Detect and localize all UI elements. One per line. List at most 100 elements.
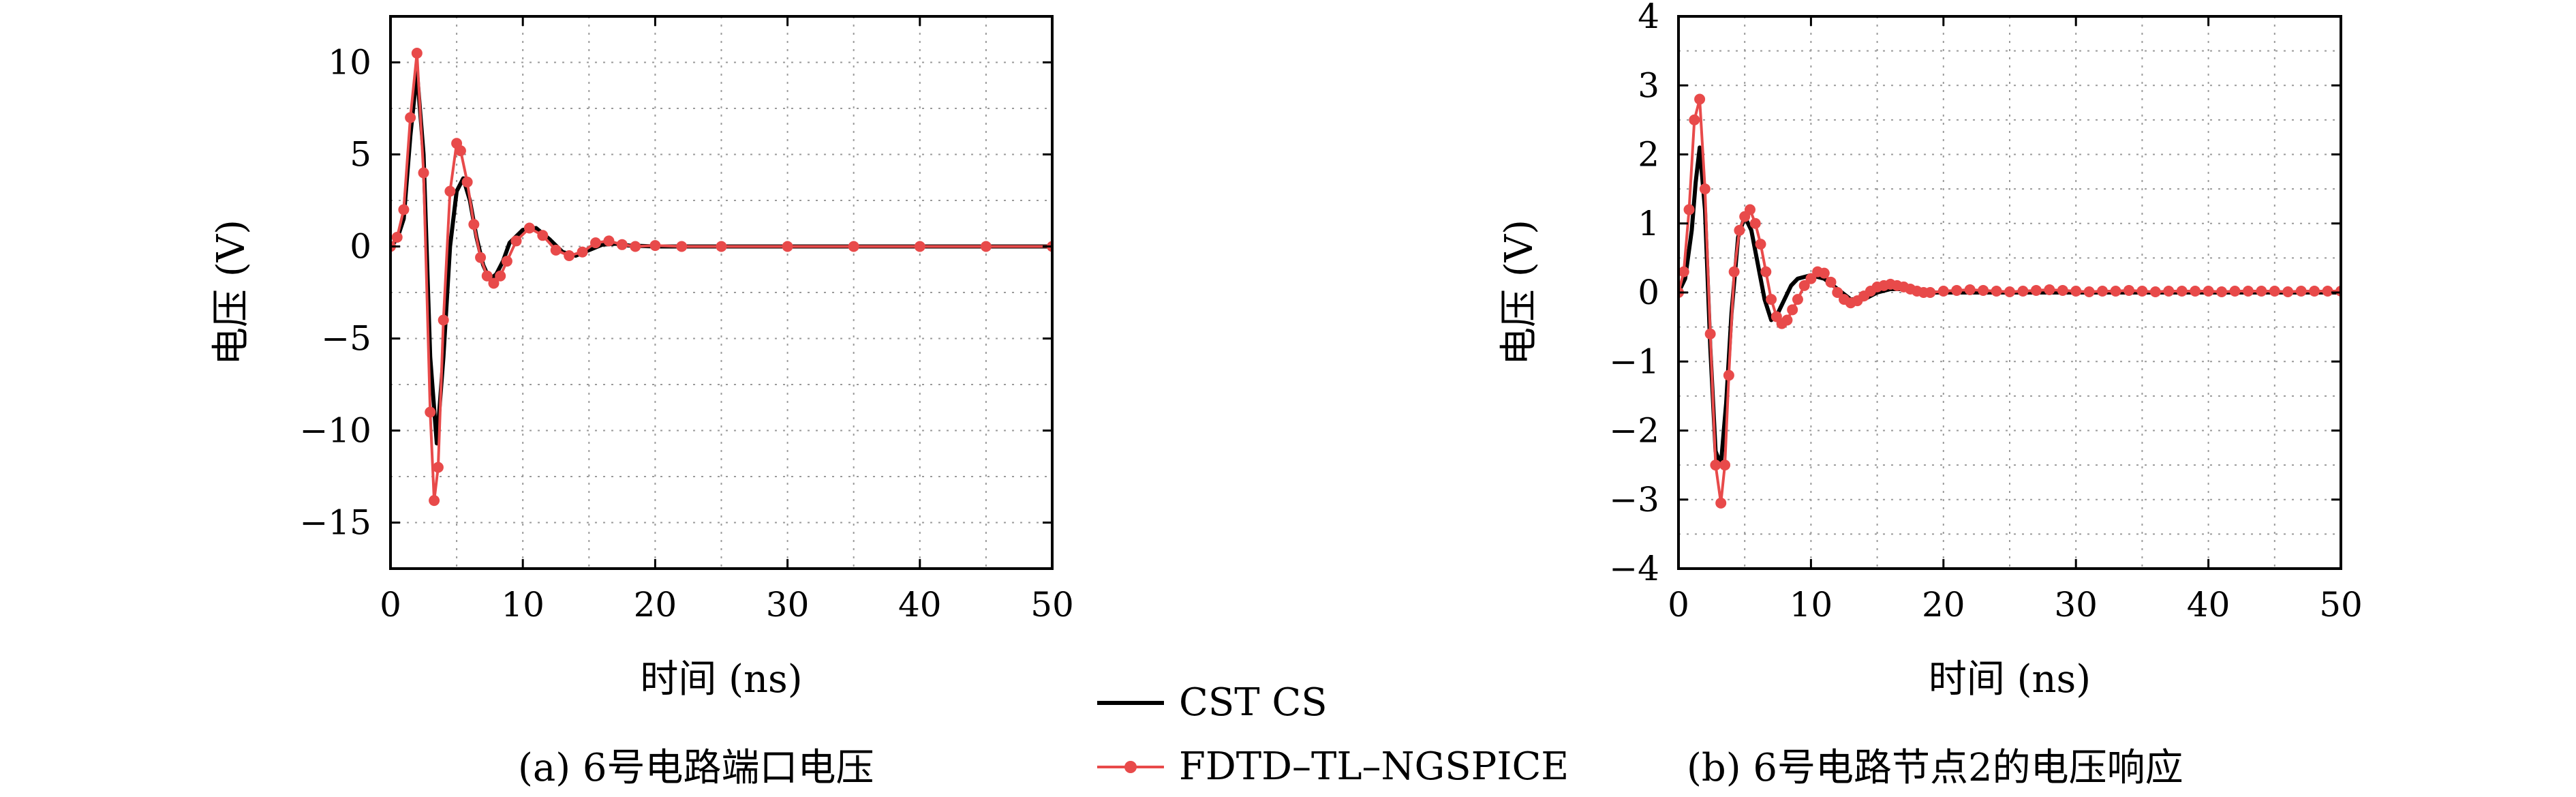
y-tick-label: 3 xyxy=(1638,65,1659,105)
data-point xyxy=(1937,285,1949,297)
series-cst-cs xyxy=(390,70,1052,446)
data-point xyxy=(2004,286,2015,297)
data-point xyxy=(1719,460,1731,471)
legend-marker-fdtd xyxy=(1124,761,1137,773)
data-point xyxy=(980,241,992,252)
data-point xyxy=(425,406,436,418)
data-point xyxy=(1925,287,1936,298)
data-point xyxy=(1787,304,1798,316)
series-line xyxy=(390,70,1052,446)
data-point xyxy=(2149,286,2161,297)
data-point xyxy=(2123,284,2134,296)
data-point xyxy=(2282,286,2294,297)
x-tick-label: 20 xyxy=(1922,585,1965,625)
data-point xyxy=(1715,497,1727,509)
x-axis-label: 时间 (ns) xyxy=(1929,657,2091,702)
data-point xyxy=(550,244,562,256)
data-point xyxy=(1683,204,1695,215)
data-point xyxy=(523,222,535,234)
data-point xyxy=(716,241,727,252)
x-tick-label: 30 xyxy=(766,585,810,625)
data-point xyxy=(630,241,641,252)
x-tick-label: 20 xyxy=(634,585,677,625)
data-point xyxy=(590,237,602,249)
data-point xyxy=(2083,286,2095,297)
y-tick-label: −1 xyxy=(1609,342,1659,381)
data-point xyxy=(1760,266,1772,277)
data-point xyxy=(1755,239,1766,250)
y-tick-label: 2 xyxy=(1638,135,1659,175)
data-point xyxy=(455,145,466,157)
y-tick-label: 1 xyxy=(1638,204,1659,243)
data-point xyxy=(1689,114,1700,125)
data-point xyxy=(2176,285,2188,297)
data-point xyxy=(1818,267,1830,279)
series-fdtd-tl-ngspice xyxy=(1678,93,2341,509)
data-point xyxy=(1678,266,1689,277)
data-point xyxy=(488,277,500,289)
data-point xyxy=(1710,460,1721,471)
x-tick-label: 30 xyxy=(2054,585,2098,625)
data-point xyxy=(1781,314,1793,326)
x-tick-label: 0 xyxy=(1668,585,1689,625)
data-point xyxy=(1951,284,1963,296)
series-fdtd-tl-ngspice xyxy=(390,48,1052,507)
data-point xyxy=(1766,294,1777,305)
data-point xyxy=(475,252,487,263)
data-point xyxy=(2295,285,2307,297)
data-point xyxy=(438,314,449,326)
data-point xyxy=(676,241,688,252)
data-point xyxy=(603,235,615,247)
data-point xyxy=(2216,286,2228,297)
x-tick-label: 40 xyxy=(2187,585,2230,625)
data-point xyxy=(2229,285,2241,297)
data-point xyxy=(411,48,423,59)
data-point xyxy=(2110,285,2121,297)
x-tick-label: 10 xyxy=(1790,585,1833,625)
data-point xyxy=(1723,370,1734,381)
data-point xyxy=(1798,280,1810,291)
data-point xyxy=(432,462,444,473)
y-tick-label: 0 xyxy=(350,227,371,267)
data-point xyxy=(429,495,440,507)
y-tick-label: −4 xyxy=(1609,549,1659,588)
x-tick-label: 10 xyxy=(501,585,545,625)
data-point xyxy=(2309,285,2320,297)
x-tick-label: 0 xyxy=(380,585,401,625)
caption-b: (b) 6号电路节点2的电压响应 xyxy=(1687,746,2183,790)
data-point xyxy=(501,256,512,267)
y-tick-label: 10 xyxy=(328,43,371,82)
x-tick-label: 40 xyxy=(898,585,942,625)
y-tick-label: −10 xyxy=(299,411,371,451)
data-point xyxy=(848,241,859,252)
data-point xyxy=(2136,285,2148,297)
data-point xyxy=(1734,224,1745,236)
data-point xyxy=(444,185,456,197)
y-axis-label: 电压 (V) xyxy=(209,220,254,365)
data-point xyxy=(1694,93,1706,105)
data-point xyxy=(1749,217,1761,229)
data-point xyxy=(2190,285,2201,297)
y-tick-label: 0 xyxy=(1638,273,1659,312)
data-point xyxy=(2017,285,2029,297)
data-point xyxy=(1744,204,1755,215)
data-point xyxy=(405,112,416,123)
data-point xyxy=(2070,285,2082,297)
plot-frame xyxy=(389,15,1054,570)
data-point xyxy=(577,246,588,258)
data-point xyxy=(1825,276,1837,288)
data-point xyxy=(1991,285,2002,297)
data-point xyxy=(1978,284,1989,296)
x-tick-label: 50 xyxy=(1030,585,1074,625)
data-point xyxy=(2044,284,2055,295)
data-point xyxy=(2030,284,2042,296)
data-point xyxy=(564,250,575,261)
caption-a: (a) 6号电路端口电压 xyxy=(518,746,874,790)
data-point xyxy=(2097,285,2109,297)
data-point xyxy=(1699,183,1711,195)
grid xyxy=(390,16,1052,569)
data-point xyxy=(2269,285,2280,297)
data-point xyxy=(495,270,506,282)
